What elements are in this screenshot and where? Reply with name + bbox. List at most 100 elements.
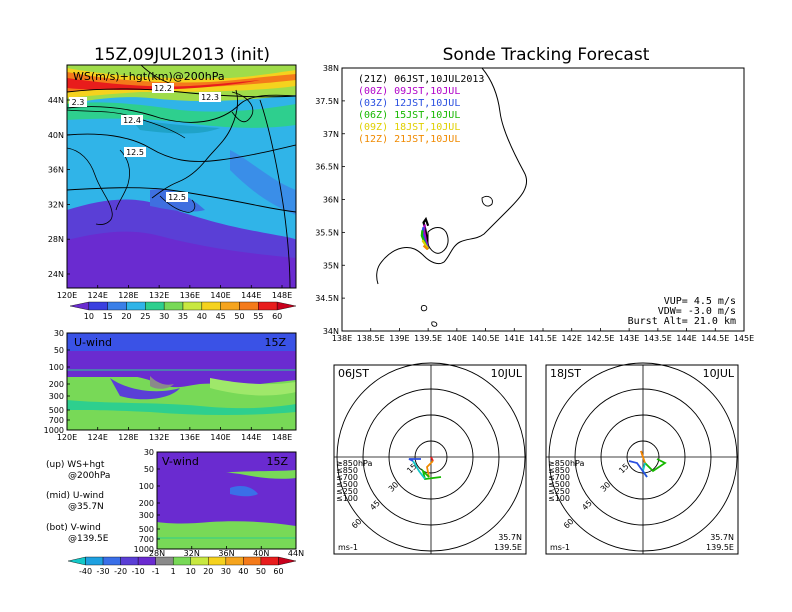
note-line: @200hPa	[68, 471, 110, 481]
v-wind-label: V-wind	[162, 455, 199, 468]
legend-entry: (12Z) 21JST,10JUL	[358, 134, 460, 145]
colorbar-tick-label: 55	[253, 312, 263, 321]
x-tick-label: 136E	[180, 433, 200, 442]
colorbar-tick-label: 10	[84, 312, 94, 321]
y-tick-label: 32N	[48, 200, 64, 209]
y-tick-label: 38N	[323, 64, 339, 73]
svg-text:12.2: 12.2	[154, 84, 172, 93]
polar-date-label: 10JUL	[703, 367, 735, 380]
x-tick-label: 138.5E	[357, 334, 385, 343]
level-legend-entry: ≤700	[336, 473, 358, 482]
x-tick-label: 141.5E	[529, 334, 557, 343]
y-tick-label: 100	[139, 482, 154, 491]
colorbar-tick-label: 60	[273, 567, 283, 576]
hodograph-line	[628, 460, 648, 478]
colorbar-tick-label: -30	[97, 567, 110, 576]
x-tick-label: 136E	[180, 291, 200, 300]
x-tick-label: 143E	[619, 334, 639, 343]
x-tick-label: 141E	[504, 334, 524, 343]
hodograph-line	[408, 458, 421, 462]
colorbar-tick-label: 15	[103, 312, 113, 321]
x-tick-label: 142.5E	[586, 334, 614, 343]
x-tick-label: 143.5E	[644, 334, 672, 343]
unit-label: ms-1	[338, 543, 358, 552]
x-tick-label: 148E	[272, 433, 292, 442]
x-tick-label: 120E	[57, 291, 77, 300]
note-line: (up) WS+hgt	[46, 460, 105, 470]
level-legend-entry: ≤250	[336, 487, 358, 496]
svg-text:12.4: 12.4	[123, 116, 141, 125]
y-tick-label: 34.5N	[315, 294, 339, 303]
svg-text:12.3: 12.3	[201, 93, 219, 102]
contour-label: 12.4	[121, 115, 143, 125]
colorbar-v: -40 -30 -20 -10 -1 1 10 20 30 40 50 60	[67, 556, 297, 576]
legend-entry: (00Z) 09JST,10JUL	[358, 86, 460, 97]
tracking-map-panel: (21Z) 06JST,10JUL2013(00Z) 09JST,10JUL(0…	[315, 64, 754, 343]
svg-text:2.3: 2.3	[72, 98, 85, 107]
svg-text:12.5: 12.5	[168, 193, 186, 202]
note-line: (mid) U-wind	[46, 491, 104, 501]
level-legend-entry: ≥850hPa	[548, 459, 585, 468]
y-tick-label: 35N	[323, 261, 339, 270]
y-tick-label: 36N	[323, 196, 339, 205]
polar-date-label: 10JUL	[491, 367, 523, 380]
colorbar-tick-label: 20	[121, 312, 131, 321]
contour-label: 12.5	[166, 192, 188, 202]
y-tick-label: 36N	[48, 166, 64, 175]
colorbar-tick-label: 60	[272, 312, 282, 321]
y-tick-label: 500	[49, 406, 64, 415]
level-legend-entry: ≤250	[548, 487, 570, 496]
right-title: Sonde Tracking Forecast	[443, 45, 650, 65]
colorbar-tick-label: 30	[159, 312, 169, 321]
y-tick-label: 28N	[48, 235, 64, 244]
colorbar-ws: 10 15 20 25 30 35 40 45 50 55 60	[69, 301, 297, 321]
x-tick-label: 138E	[332, 334, 352, 343]
x-tick-label: 144E	[676, 334, 696, 343]
level-legend-entry: ≤850	[548, 466, 570, 475]
hodograph-line	[421, 468, 442, 480]
level-legend-entry: ≥850hPa	[336, 459, 373, 468]
level-legend-entry: ≤700	[548, 473, 570, 482]
x-tick-label: 120E	[57, 433, 77, 442]
y-tick-label: 40N	[48, 131, 64, 140]
colorbar-tick-label: 20	[203, 567, 213, 576]
level-legend-entry: ≤500	[336, 480, 358, 489]
x-tick-label: 128E	[118, 291, 138, 300]
note-line: (bot) V-wind	[46, 523, 101, 533]
lon-label: 139.5E	[494, 543, 522, 552]
colorbar-tick-label: 10	[186, 567, 196, 576]
x-tick-label: 140.5E	[472, 334, 500, 343]
ws-map-label: WS(m/s)+hgt(km)@200hPa	[73, 70, 225, 83]
y-tick-label: 100	[49, 363, 64, 372]
lat-label: 35.7N	[498, 533, 522, 542]
colorbar-tick-label: 50	[234, 312, 244, 321]
y-tick-label: 24N	[48, 270, 64, 279]
x-tick-label: 40N	[253, 549, 269, 558]
colorbar-tick-label: 40	[197, 312, 207, 321]
y-tick-label: 36.5N	[315, 163, 339, 172]
polar-time-label: 06JST	[338, 367, 369, 380]
x-tick-label: 124E	[88, 433, 108, 442]
x-tick-label: 28N	[149, 549, 165, 558]
y-tick-label: 30	[144, 448, 154, 457]
x-tick-label: 139E	[389, 334, 409, 343]
u-wind-time: 15Z	[264, 336, 286, 349]
hodograph-line	[426, 460, 434, 478]
colorbar-tick-label: 1	[171, 567, 176, 576]
note-line: @139.5E	[68, 534, 109, 544]
colorbar-tick-label: 25	[140, 312, 150, 321]
x-tick-label: 132E	[149, 433, 169, 442]
x-tick-label: 124E	[88, 291, 108, 300]
colorbar-tick-label: -10	[132, 567, 145, 576]
info-line: Burst Alt= 21.0 km	[628, 316, 736, 327]
x-tick-label: 144.5E	[701, 334, 729, 343]
y-tick-label: 1000	[134, 545, 154, 554]
x-tick-label: 144E	[241, 433, 261, 442]
note-line: @35.7N	[68, 502, 104, 512]
x-tick-label: 144E	[241, 291, 261, 300]
y-tick-label: 35.5N	[315, 228, 339, 237]
y-tick-label: 300	[139, 511, 154, 520]
